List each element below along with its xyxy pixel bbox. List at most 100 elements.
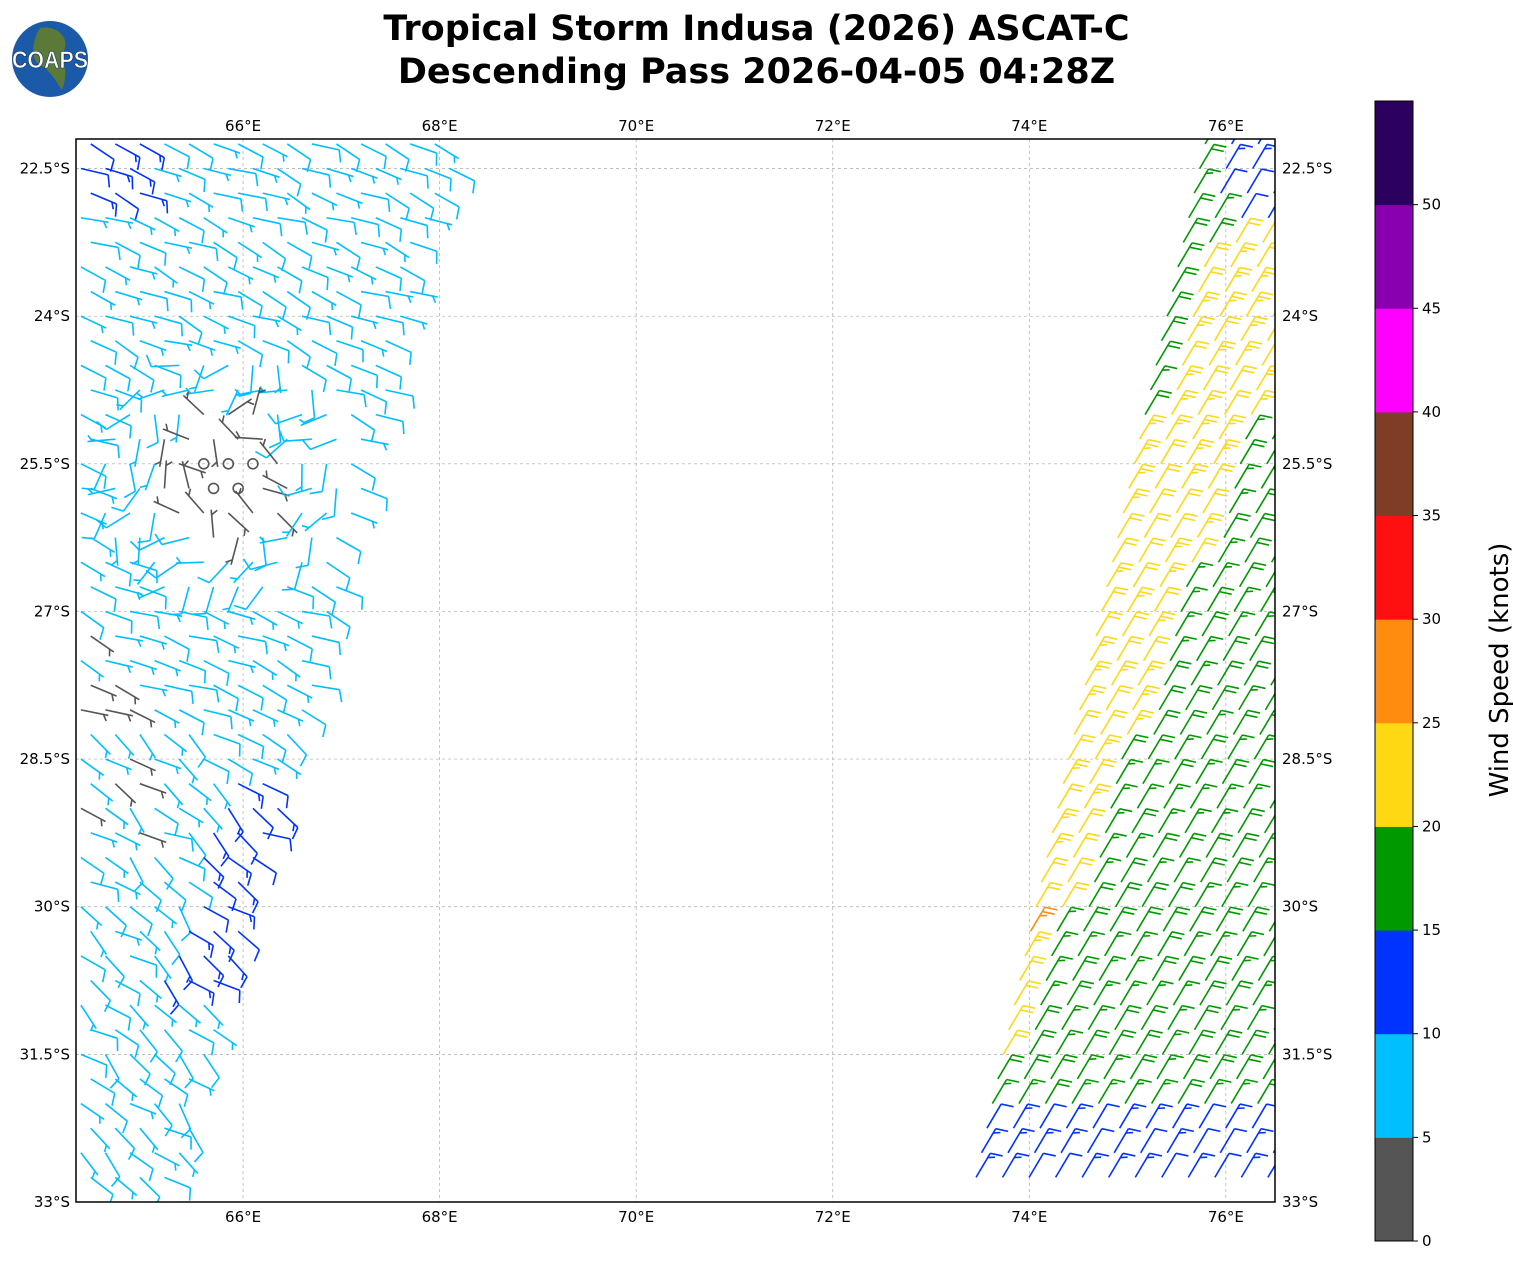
wind-barb xyxy=(262,635,290,652)
wind-barb xyxy=(1104,808,1133,834)
wind-barb xyxy=(1233,586,1261,612)
wind-barb xyxy=(1270,676,1275,686)
wind-barb xyxy=(154,364,182,389)
wind-barb xyxy=(1235,1054,1264,1080)
wind-barb xyxy=(302,389,316,424)
wind-barb xyxy=(1001,1152,1030,1178)
wind-barb xyxy=(409,143,438,166)
wind-barb xyxy=(213,684,239,712)
wind-barb xyxy=(1224,266,1253,292)
wind-barb xyxy=(278,429,312,442)
wind-barb xyxy=(178,1103,192,1139)
wind-barb xyxy=(114,1029,140,1058)
wind-barb xyxy=(301,659,332,680)
wind-barb xyxy=(1245,291,1274,317)
wind-barb xyxy=(1125,832,1154,858)
wind-barb xyxy=(311,143,342,163)
colorbar-tick-label: 20 xyxy=(1422,817,1441,835)
wind-barb xyxy=(360,389,388,415)
wind-barb xyxy=(1177,1078,1205,1104)
wind-barb xyxy=(227,758,254,787)
wind-barb xyxy=(116,389,141,411)
wind-barb xyxy=(154,856,174,890)
wind-barb xyxy=(114,733,135,759)
wind-barb xyxy=(162,423,190,440)
wind-barb xyxy=(252,216,283,237)
wind-barb xyxy=(295,463,303,492)
wind-barb xyxy=(1219,291,1247,317)
wind-barb xyxy=(1100,586,1129,612)
wind-barb xyxy=(1185,561,1214,588)
wind-barb xyxy=(336,340,364,363)
wind-barb xyxy=(237,340,264,368)
wind-barb xyxy=(213,1029,238,1051)
wind-barb xyxy=(1193,1127,1221,1154)
wind-barb xyxy=(286,635,313,662)
wind-barb xyxy=(301,709,327,738)
wind-barb xyxy=(1225,1103,1253,1129)
wind-barb xyxy=(1078,684,1107,711)
wind-barb xyxy=(409,192,435,221)
wind-barb xyxy=(188,1078,215,1096)
wind-barb xyxy=(1035,881,1063,908)
wind-barb xyxy=(1132,684,1160,711)
wind-barb xyxy=(1262,1057,1275,1080)
wind-barb xyxy=(1203,242,1232,268)
wind-barb xyxy=(114,979,141,1007)
wind-barb xyxy=(139,832,167,848)
wind-barb xyxy=(1095,611,1123,637)
wind-barb xyxy=(105,659,133,673)
wind-barb xyxy=(178,856,206,882)
wind-barb xyxy=(335,143,361,172)
wind-barb xyxy=(139,463,156,491)
wind-barb xyxy=(1138,414,1167,440)
wind-barb xyxy=(90,1028,119,1051)
wind-barb xyxy=(234,487,254,514)
wind-barb xyxy=(1189,906,1217,932)
wind-barb xyxy=(111,487,141,512)
wind-barb xyxy=(1240,1152,1269,1178)
wind-barb xyxy=(1210,808,1239,834)
wind-barb xyxy=(326,610,351,640)
wind-barb xyxy=(80,758,105,780)
wind-barb xyxy=(80,660,105,682)
wind-barb xyxy=(1170,512,1198,539)
wind-barb xyxy=(1209,1054,1237,1080)
wind-barb xyxy=(237,733,265,760)
wind-barb xyxy=(321,488,338,521)
wind-barb xyxy=(203,856,225,889)
wind-barb xyxy=(301,364,327,393)
wind-barb xyxy=(375,266,403,292)
wind-barb xyxy=(1242,783,1271,809)
wind-barb xyxy=(222,458,235,470)
wind-barb xyxy=(424,167,452,192)
wind-barb xyxy=(1204,955,1233,981)
wind-barb xyxy=(360,438,389,451)
wind-barb xyxy=(1081,1152,1109,1178)
wind-barb xyxy=(262,832,293,852)
wind-barb xyxy=(80,1004,97,1032)
wind-barb xyxy=(385,241,410,263)
wind-barb xyxy=(1283,489,1310,513)
wind-barb xyxy=(350,315,379,330)
colorbar-tick-label: 15 xyxy=(1422,921,1441,939)
wind-barb xyxy=(1108,1152,1136,1178)
wind-barb xyxy=(1142,758,1170,785)
wind-barb xyxy=(1266,448,1275,465)
wind-barb xyxy=(1150,1078,1179,1104)
wind-barb xyxy=(385,192,410,221)
wind-barb xyxy=(1094,734,1123,760)
wind-barb xyxy=(326,561,351,591)
wind-barb xyxy=(1152,832,1180,858)
wind-barbs xyxy=(80,139,1310,1202)
wind-barb xyxy=(1181,463,1209,489)
wind-barb xyxy=(1138,537,1166,563)
wind-barb xyxy=(286,684,313,704)
wind-barb xyxy=(1187,315,1215,342)
wind-barb xyxy=(298,413,327,427)
wind-barb xyxy=(375,364,403,390)
wind-barb xyxy=(997,1054,1025,1080)
wind-barb xyxy=(311,586,337,615)
wind-barb xyxy=(1110,783,1138,809)
lat-label-right: 31.5°S xyxy=(1282,1045,1332,1063)
